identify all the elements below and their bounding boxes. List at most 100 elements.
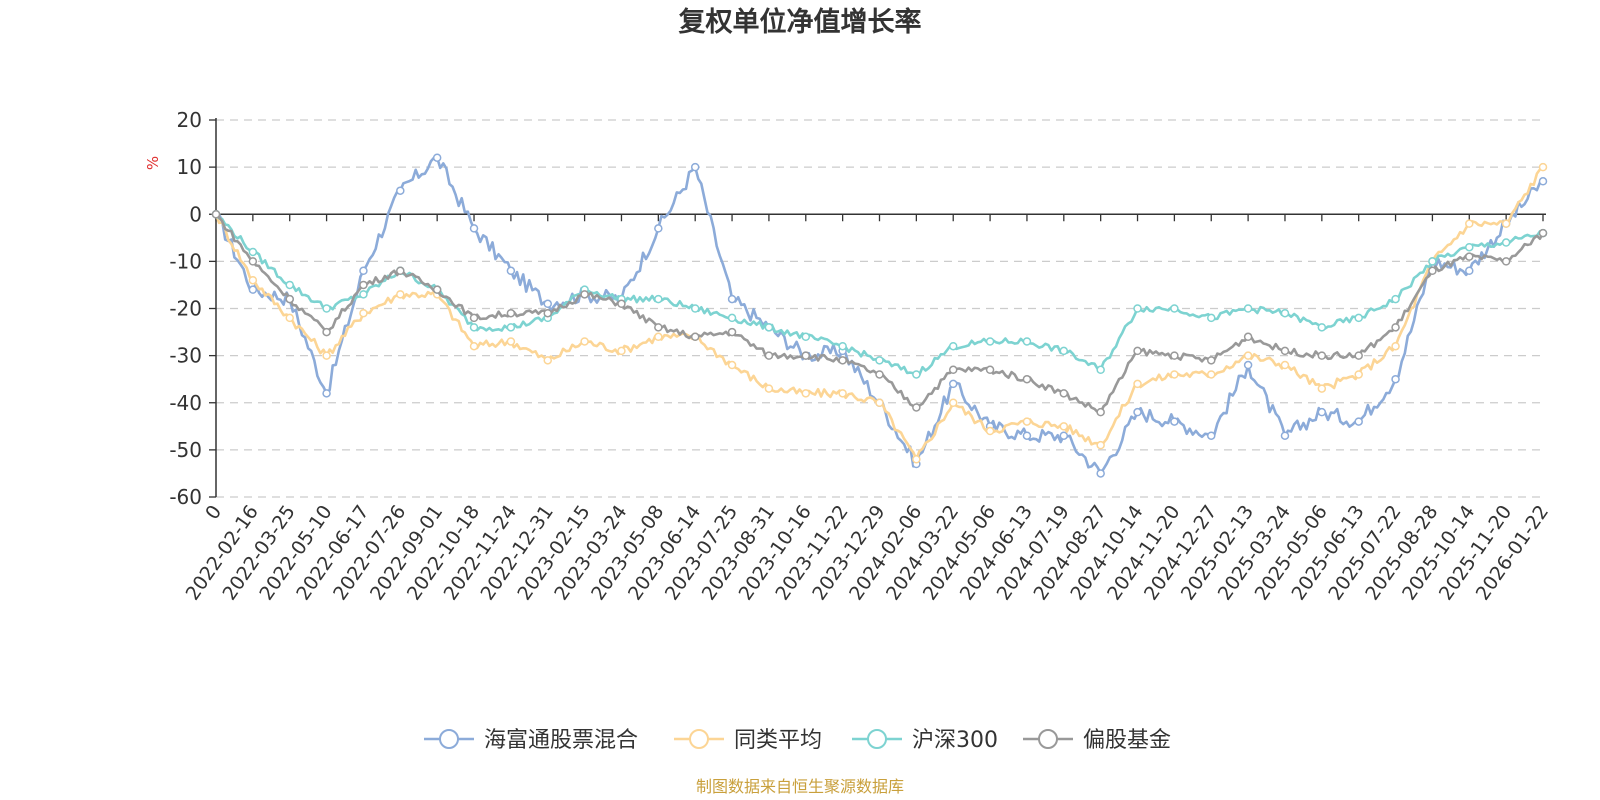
data-point xyxy=(764,323,774,332)
data-point xyxy=(912,455,921,464)
legend-item-1: 同类平均 xyxy=(674,728,822,753)
data-point xyxy=(690,304,700,313)
data-point xyxy=(285,313,294,323)
data-point xyxy=(285,294,294,304)
data-point xyxy=(285,280,294,290)
data-point xyxy=(764,384,774,393)
data-point xyxy=(1096,407,1105,417)
series-layer xyxy=(211,153,1548,478)
data-point xyxy=(617,299,626,309)
data-point xyxy=(322,389,331,398)
data-point xyxy=(1243,351,1253,360)
data-point xyxy=(506,337,516,346)
data-point xyxy=(801,332,811,342)
legend-marker xyxy=(1038,729,1058,749)
data-point xyxy=(1501,219,1511,228)
legend-label: 偏股基金 xyxy=(1083,728,1171,753)
data-point xyxy=(654,224,663,233)
data-point xyxy=(432,153,442,162)
data-point xyxy=(1280,431,1290,440)
data-point xyxy=(801,351,811,360)
data-point xyxy=(1501,257,1511,266)
chart-title: 复权单位净值增长率 xyxy=(679,6,922,38)
data-point xyxy=(1317,384,1327,393)
data-point xyxy=(1059,422,1069,431)
legend-marker xyxy=(689,729,709,749)
data-point xyxy=(985,426,995,436)
data-point xyxy=(580,290,589,299)
x-tick-label: 0 xyxy=(201,501,226,524)
y-tick-label: -20 xyxy=(169,297,202,321)
legend: 海富通股票混合 同类平均 沪深300 偏股基金 xyxy=(424,728,1171,753)
data-point xyxy=(1170,351,1179,360)
data-point xyxy=(359,290,368,299)
legend-label: 海富通股票混合 xyxy=(484,728,638,753)
data-point xyxy=(1096,365,1105,375)
data-point xyxy=(948,365,958,375)
data-point xyxy=(948,379,958,389)
data-point xyxy=(1243,332,1253,342)
data-point xyxy=(322,351,331,360)
data-point xyxy=(1207,431,1216,440)
data-point xyxy=(875,398,884,407)
data-point xyxy=(1207,313,1216,323)
data-point xyxy=(654,294,663,304)
data-point xyxy=(617,346,626,356)
data-point xyxy=(727,313,737,323)
data-point xyxy=(912,370,921,379)
data-point xyxy=(838,356,847,365)
data-point xyxy=(1133,304,1142,313)
data-point xyxy=(1354,417,1363,426)
data-point xyxy=(506,323,516,332)
data-point xyxy=(469,313,479,323)
data-point xyxy=(1317,407,1327,417)
data-point xyxy=(1059,346,1069,356)
data-point xyxy=(1170,304,1179,313)
data-point xyxy=(1022,431,1032,440)
data-point xyxy=(1501,238,1511,247)
data-point xyxy=(1465,242,1474,252)
data-point xyxy=(690,332,700,342)
data-point xyxy=(506,308,516,318)
data-point xyxy=(1207,356,1216,365)
legend-item-3: 偏股基金 xyxy=(1023,728,1171,753)
data-point xyxy=(727,294,737,304)
data-point xyxy=(948,341,958,351)
data-point xyxy=(1391,323,1400,332)
data-point xyxy=(322,327,331,337)
data-point xyxy=(396,290,405,299)
series-line xyxy=(214,166,1544,461)
data-point xyxy=(543,308,552,318)
data-point xyxy=(1170,417,1179,426)
data-point xyxy=(1317,323,1327,332)
series-3 xyxy=(211,210,1548,417)
legend-marker xyxy=(439,729,459,749)
data-point xyxy=(248,257,258,266)
data-point xyxy=(1022,374,1032,384)
data-point xyxy=(1465,266,1474,276)
data-point xyxy=(543,356,552,365)
data-point xyxy=(1317,351,1327,360)
data-point xyxy=(1428,257,1437,266)
grid xyxy=(216,119,1543,498)
data-point xyxy=(543,299,552,309)
data-point xyxy=(396,186,405,195)
data-point xyxy=(248,275,258,285)
data-point xyxy=(764,351,774,360)
data-point xyxy=(838,389,847,398)
data-point xyxy=(580,337,589,346)
data-point xyxy=(1280,308,1290,318)
data-point xyxy=(1391,374,1400,384)
data-point xyxy=(1354,351,1363,360)
y-unit-label: % xyxy=(144,156,162,170)
data-point xyxy=(1428,266,1437,276)
data-point xyxy=(875,370,884,379)
data-point xyxy=(469,224,479,233)
source-note: 制图数据来自恒生聚源数据库 xyxy=(696,777,904,796)
data-point xyxy=(727,360,737,370)
data-point xyxy=(248,285,258,294)
y-tick-label: -30 xyxy=(169,344,202,368)
legend-item-0: 海富通股票混合 xyxy=(424,728,638,753)
data-point xyxy=(1207,370,1216,379)
